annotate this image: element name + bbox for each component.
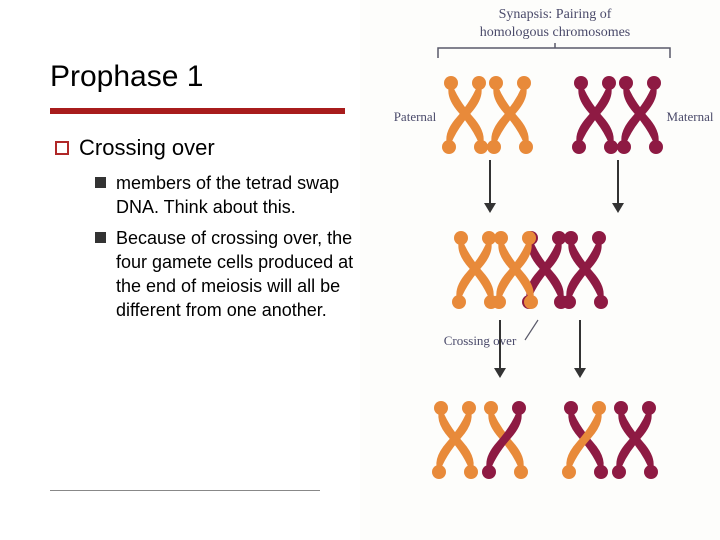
outline-subitem: Because of crossing over, the four gamet… bbox=[95, 226, 375, 323]
solid-square-bullet-icon bbox=[95, 232, 106, 243]
title-underline bbox=[50, 108, 345, 114]
svg-text:Crossing over: Crossing over bbox=[444, 333, 517, 348]
svg-text:Maternal: Maternal bbox=[667, 109, 714, 124]
hollow-square-bullet-icon bbox=[55, 141, 69, 155]
outline-text: Crossing over bbox=[79, 135, 215, 161]
slide-title: Prophase 1 bbox=[50, 60, 203, 94]
outline-list: Crossing over members of the tetrad swap… bbox=[55, 135, 355, 329]
svg-text:Synapsis: Pairing of: Synapsis: Pairing of bbox=[499, 7, 612, 22]
solid-square-bullet-icon bbox=[95, 177, 106, 188]
svg-text:Paternal: Paternal bbox=[394, 109, 437, 124]
outline-subtext: Because of crossing over, the four gamet… bbox=[116, 226, 375, 323]
crossing-over-diagram: Synapsis: Pairing of homologous chromosom… bbox=[360, 0, 720, 540]
outline-subitem: members of the tetrad swap DNA. Think ab… bbox=[95, 171, 375, 220]
svg-text:homologous chromosomes: homologous chromosomes bbox=[480, 25, 631, 40]
outline-item: Crossing over bbox=[55, 135, 355, 161]
outline-subtext: members of the tetrad swap DNA. Think ab… bbox=[116, 171, 375, 220]
bottom-rule bbox=[50, 490, 320, 491]
